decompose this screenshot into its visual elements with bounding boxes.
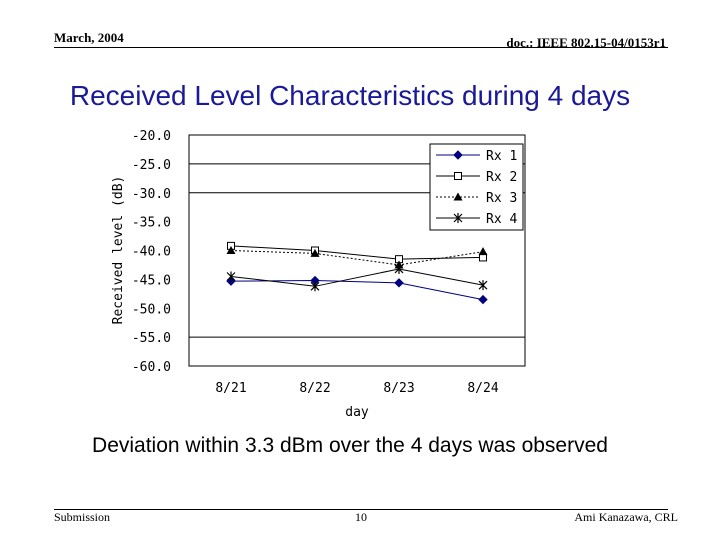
header-date: March, 2004: [54, 30, 124, 45]
data-point: [478, 280, 488, 291]
series-line-1: [230, 280, 484, 301]
y-tick-label: -35.0: [132, 216, 171, 231]
data-point: [226, 246, 236, 254]
footer-rule: [54, 509, 668, 510]
legend-marker: [453, 213, 463, 223]
data-point: [310, 248, 320, 257]
footer-author: Ami Kanazawa, CRL: [574, 510, 678, 524]
legend-marker: [454, 172, 462, 180]
x-axis-label: day: [345, 405, 369, 420]
data-point: [226, 271, 236, 282]
legend-label: Rx 3: [486, 191, 517, 206]
y-tick-label: -60.0: [132, 360, 171, 375]
y-tick-label: -30.0: [132, 187, 171, 202]
legend-marker: [453, 150, 463, 160]
data-point: [478, 247, 488, 256]
data-point: [310, 281, 320, 292]
legend-marker: [453, 192, 463, 201]
y-tick-label: -45.0: [132, 273, 171, 288]
footer-page-number: 10: [355, 510, 367, 524]
data-point: [478, 294, 488, 305]
legend-label: Rx 1: [486, 149, 517, 164]
y-tick-label: -25.0: [132, 158, 171, 173]
x-tick-label: 8/22: [299, 381, 330, 396]
slide-caption: Deviation within 3.3 dBm over the 4 days…: [92, 434, 608, 457]
header-rule: [54, 47, 668, 48]
legend: [429, 143, 524, 231]
y-axis-label: Received level (dB): [111, 176, 126, 325]
series-line-4: [230, 268, 484, 287]
slide-title: Received Level Characteristics during 4 …: [69, 80, 631, 111]
data-point: [394, 263, 404, 274]
footer-submission: Submission: [54, 510, 111, 524]
x-tick-label: 8/24: [467, 381, 498, 396]
y-tick-label: -40.0: [132, 245, 171, 260]
y-tick-label: -55.0: [132, 331, 171, 346]
x-tick-label: 8/21: [215, 381, 246, 396]
legend-label: Rx 4: [486, 212, 517, 227]
series-line-2: [230, 245, 484, 260]
y-tick-label: -50.0: [132, 302, 171, 317]
data-point: [394, 278, 404, 288]
legend-label: Rx 2: [486, 170, 517, 185]
y-tick-label: -20.0: [132, 129, 171, 144]
x-tick-label: 8/23: [383, 381, 414, 396]
header-doc-id: doc.: IEEE 802.15-04/0153r1: [506, 35, 666, 50]
